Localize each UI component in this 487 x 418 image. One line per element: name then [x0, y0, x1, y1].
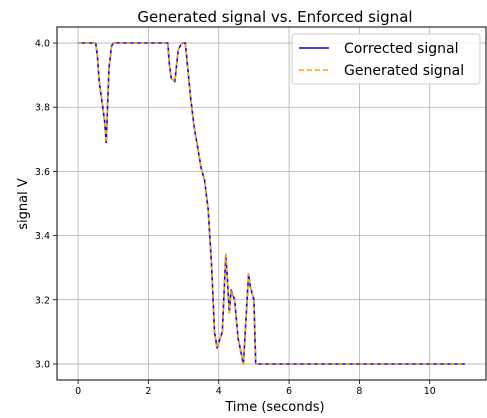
- legend-label-generated: Generated signal: [344, 63, 464, 79]
- x-tick-label: 4: [216, 386, 222, 397]
- plot-frame: [56, 26, 487, 381]
- series-layer: [78, 42, 465, 365]
- x-tick-label: 0: [75, 386, 81, 397]
- legend: Corrected signal Generated signal: [291, 33, 481, 85]
- legend-label-corrected: Corrected signal: [344, 41, 458, 57]
- x-tick-label: 8: [356, 386, 362, 397]
- y-axis-label: signal V: [16, 178, 31, 230]
- y-tick-label: 3.0: [35, 359, 50, 370]
- y-tick-label: 3.8: [35, 103, 50, 114]
- ticks: 0 2 4 6 8 10 3.0 3.2 3.4 3.6 3.8 4.0: [35, 39, 436, 397]
- y-tick-label: 3.2: [35, 295, 50, 306]
- corrected-signal-line: [78, 42, 465, 365]
- x-axis-label: Time (seconds): [224, 400, 324, 415]
- x-tick-label: 2: [145, 386, 151, 397]
- y-tick-label: 4.0: [35, 39, 50, 50]
- x-tick-label: 10: [424, 386, 436, 397]
- y-tick-label: 3.6: [35, 167, 50, 178]
- generated-signal-line: [78, 42, 465, 365]
- legend-box: [291, 33, 481, 85]
- chart-title: Generated signal vs. Enforced signal: [137, 8, 412, 26]
- y-tick-label: 3.4: [35, 231, 50, 242]
- x-tick-label: 6: [286, 386, 292, 397]
